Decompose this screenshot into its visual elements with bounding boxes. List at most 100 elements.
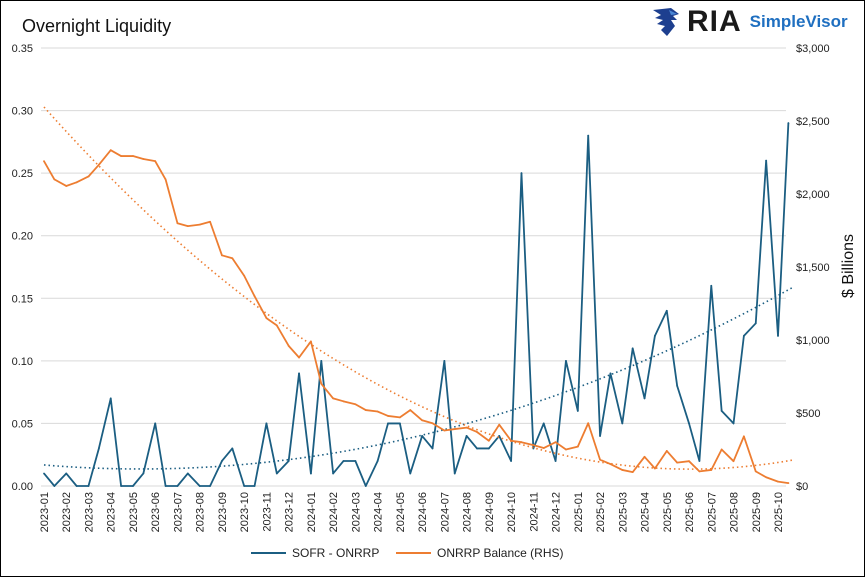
data-point [742,435,745,438]
data-point [142,158,145,160]
y-right-axis-label: $ Billions [840,234,857,298]
x-tick-label: 2024-04 [373,492,385,532]
data-point [421,419,424,422]
data-point [287,460,290,462]
x-tick-label: 2023-01 [39,492,51,532]
data-point [765,476,768,479]
data-point [287,344,290,347]
data-point [498,423,501,426]
data-point [554,441,557,444]
data-point [754,322,757,325]
x-tick-label: 2024-12 [551,492,563,532]
data-point [265,422,268,425]
data-point [221,254,223,257]
data-point [487,439,490,442]
data-point [431,422,434,425]
data-point [120,155,123,157]
x-tick-label: 2024-09 [484,492,496,532]
x-tick-label: 2023-11 [261,492,273,532]
data-point [443,429,446,432]
x-tick-label: 2025-04 [640,492,652,532]
x-tick-label: 2024-11 [528,492,540,532]
data-point [332,472,335,475]
data-point [176,485,179,487]
x-tick-label: 2024-08 [462,492,474,532]
data-point [720,448,723,451]
y-left-tick-label: 0.05 [12,418,33,430]
data-point [253,295,256,298]
data-point [587,422,590,425]
x-tick-label: 2023-07 [172,492,184,532]
data-point [409,409,412,411]
data-point [120,485,123,487]
data-point [498,435,501,437]
x-tick-label: 2023-03 [83,492,95,532]
data-point [109,149,112,152]
data-point [787,122,790,124]
data-point [97,163,100,166]
legend-label-sofr: SOFR - ONRRP [292,546,379,560]
data-point [443,359,446,362]
data-point [654,334,656,337]
data-point [409,472,412,475]
data-point [599,435,601,437]
data-point [599,458,601,461]
data-point [621,422,624,425]
x-tick-label: 2025-07 [706,492,718,532]
data-point [176,222,179,225]
x-tick-label: 2023-04 [106,492,118,532]
data-point [565,448,567,451]
data-point [732,422,735,425]
data-point [453,472,456,475]
data-point [253,485,256,487]
data-point [742,334,745,337]
data-point [364,485,367,487]
data-point [298,372,300,375]
data-point [221,460,223,462]
data-point [510,460,512,462]
data-point [421,435,424,437]
data-point [198,485,201,487]
data-point [688,460,690,463]
data-point [609,372,612,375]
data-point [387,415,389,417]
x-tick-label: 2024-02 [328,492,340,532]
data-point [154,422,157,425]
data-point [387,422,389,425]
data-point [132,155,134,157]
series-line-sofr [43,123,790,487]
x-tick-label: 2023-05 [128,492,140,532]
legend-label-onrrp: ONRRP Balance (RHS) [437,546,563,560]
data-point [698,470,701,473]
logo-ria: RIA [687,5,742,38]
y-left-tick-label: 0.10 [12,356,33,368]
y-left-tick-label: 0.20 [12,231,33,243]
y-right-tick-label: $2,500 [796,116,830,128]
y-left-tick-label: 0.00 [12,481,33,493]
trendline-sofr [43,286,795,470]
data-point [643,455,646,458]
x-tick-label: 2024-06 [417,492,429,532]
x-tick-label: 2024-05 [395,492,407,532]
data-point [520,441,523,444]
data-point [587,134,590,137]
x-tick-label: 2025-01 [573,492,585,532]
series-line-onrrp [43,149,789,484]
data-point [643,397,646,400]
data-point [665,450,668,452]
data-point [631,347,634,350]
data-point [43,472,45,475]
data-point [298,356,300,359]
x-tick-label: 2024-07 [439,492,451,532]
data-point [164,485,167,487]
data-point [87,485,90,487]
data-point [720,410,723,412]
y-right-tick-label: $3,000 [796,43,830,55]
data-point [209,220,211,223]
data-point [732,460,735,463]
data-point [542,422,545,425]
data-point [164,178,167,181]
data-point [65,185,68,187]
data-point [476,447,478,450]
